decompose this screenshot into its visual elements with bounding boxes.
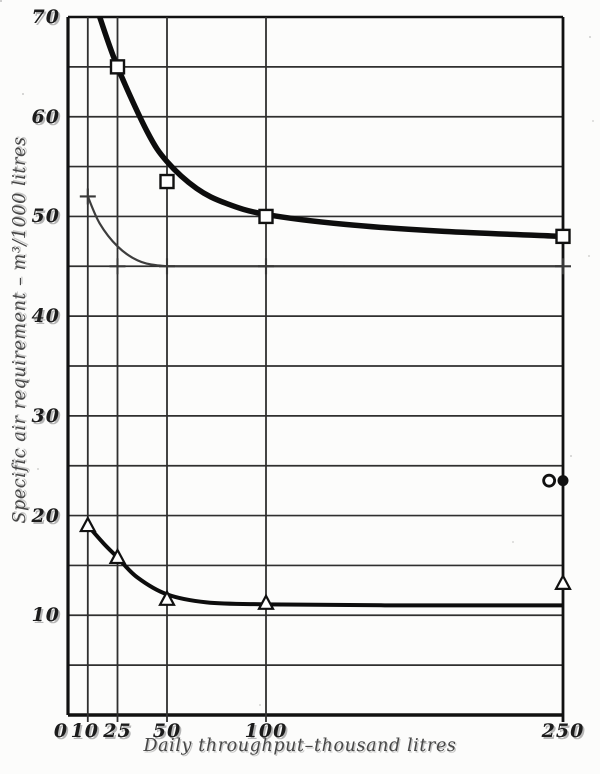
marker-triangle [257, 593, 275, 610]
x-tick-label-250: 250 [541, 720, 585, 742]
marker-triangle [158, 589, 176, 606]
y-tick-label-20: 20 [31, 504, 60, 527]
marker-square [258, 208, 274, 225]
marker-square [159, 173, 175, 190]
x-tick-label-0: 0 [53, 720, 69, 742]
marker-triangle [108, 547, 127, 565]
series-curve-middle-curve-plus [86, 195, 563, 268]
y-tick-label-50: 50 [31, 205, 60, 228]
marker-circle-open [542, 473, 557, 488]
y-tick-label-10: 10 [31, 604, 60, 627]
y-axis-title: Specific air requirement – m³/1000 litre… [10, 136, 30, 524]
y-tick-label-40: 40 [31, 305, 60, 328]
marker-circle-filled [557, 475, 569, 487]
x-tick-label-100: 100 [244, 720, 288, 742]
marker-square [555, 228, 571, 245]
y-tick-label-30: 30 [31, 404, 60, 427]
scan-speckles [0, 0, 2, 2]
series-curve-lower-curve-triangles [85, 523, 563, 608]
x-tick-label-10: 10 [70, 720, 100, 742]
marker-triangle [78, 515, 97, 533]
marker-triangle [554, 573, 572, 590]
series-curve-upper-curve-squares [96, 17, 563, 240]
x-tick-label-25: 25 [103, 720, 132, 742]
marker-square [109, 59, 126, 75]
y-tick-label-70: 70 [31, 6, 60, 28]
x-tick-label-50: 50 [152, 720, 182, 742]
x-axis-title: Daily throughput–thousand litres [143, 736, 457, 756]
y-tick-label-60: 60 [31, 105, 60, 128]
